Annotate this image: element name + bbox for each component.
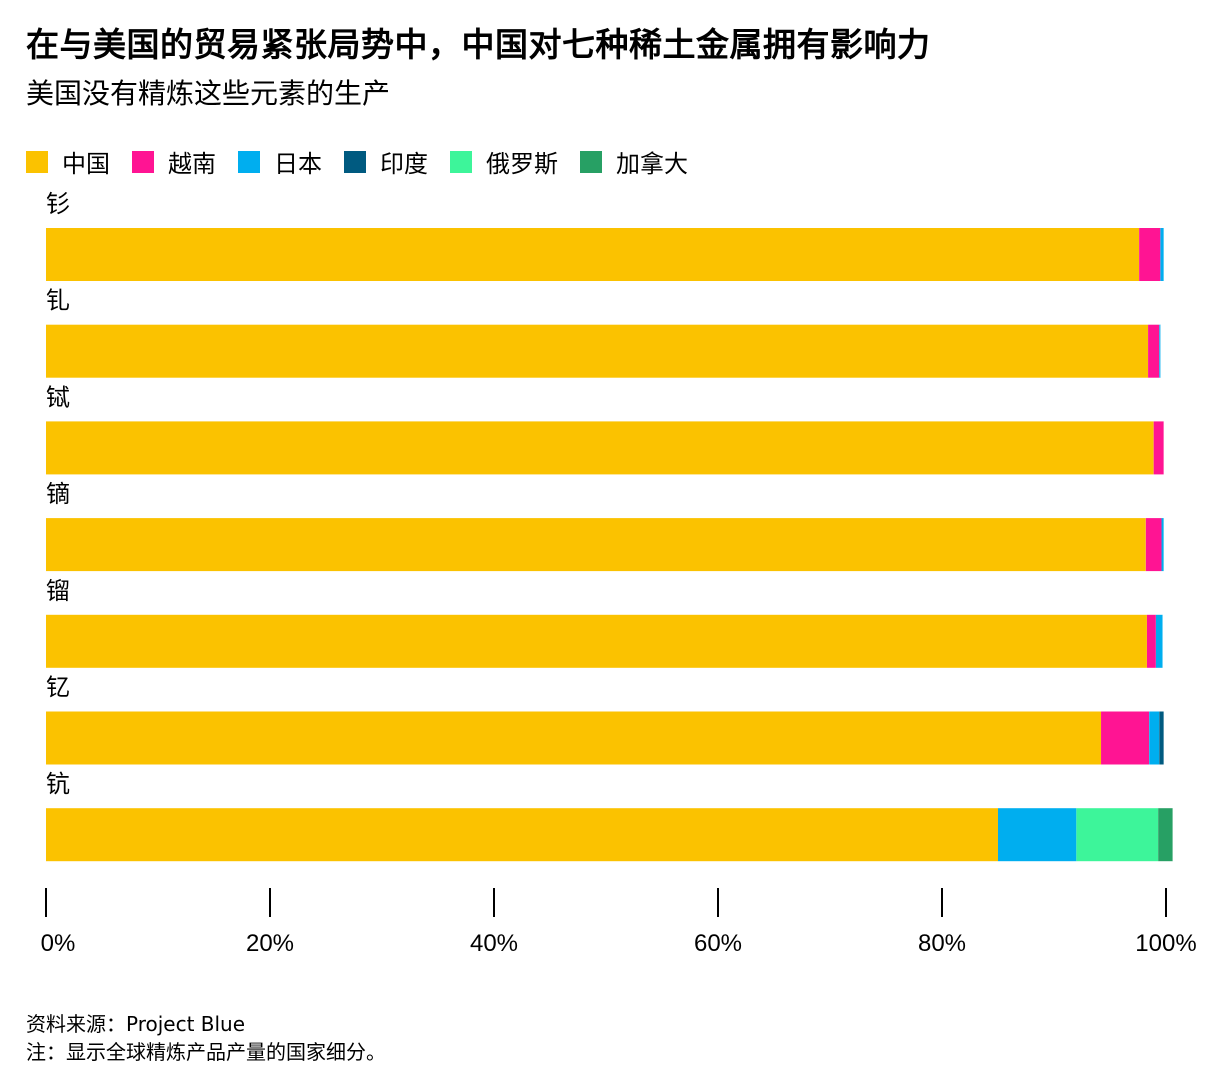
bar-segment xyxy=(1160,228,1164,281)
bar-segment xyxy=(1076,808,1159,862)
bar-separator xyxy=(1163,421,1167,475)
bar-segment xyxy=(46,421,1154,475)
legend-item: 日本 xyxy=(238,144,322,179)
bar-separator xyxy=(1163,711,1167,765)
legend-label: 中国 xyxy=(62,150,110,178)
category-label: 钆 xyxy=(46,287,70,315)
chart-title: 在与美国的贸易紧张局势中，中国对七种稀土金属拥有影响力 xyxy=(26,25,931,64)
category-label: 钐 xyxy=(46,190,70,218)
bar-separator xyxy=(1162,614,1166,668)
bar-segment xyxy=(1161,518,1164,572)
legend-label: 印度 xyxy=(380,150,428,178)
bar-segment xyxy=(1158,808,1173,862)
x-tick-label: 40% xyxy=(470,930,518,957)
legend-item: 印度 xyxy=(344,144,428,179)
x-tick-label: 20% xyxy=(246,930,294,957)
legend-swatch xyxy=(132,150,154,173)
legend-item: 中国 xyxy=(26,144,110,179)
source-note: 资料来源：Project Blue xyxy=(26,1012,246,1036)
legend-label: 日本 xyxy=(274,150,322,178)
legend-label: 加拿大 xyxy=(616,150,688,178)
legend: 中国 越南 日本 印度 俄罗斯 加拿大 xyxy=(26,144,710,179)
bar-segment xyxy=(46,614,1147,668)
legend-swatch xyxy=(26,150,48,173)
bar-separator xyxy=(1163,228,1167,281)
footnote: 注：显示全球精炼产品产量的国家细分。 xyxy=(26,1040,386,1064)
legend-swatch xyxy=(450,150,472,173)
bar-segment xyxy=(46,324,1149,378)
legend-swatch xyxy=(580,150,602,173)
bar-separator xyxy=(1163,518,1167,572)
bar-separator xyxy=(1160,324,1164,378)
bar-segment xyxy=(1159,324,1161,378)
x-tick-label: 0% xyxy=(41,930,76,957)
category-label: 钪 xyxy=(46,770,70,798)
bar-segment xyxy=(46,228,1140,281)
bar-segment xyxy=(1159,711,1164,765)
legend-swatch xyxy=(344,150,366,173)
bar-segment xyxy=(46,711,1102,765)
bar-segment xyxy=(1101,711,1150,765)
legend-swatch xyxy=(238,150,260,173)
legend-item: 加拿大 xyxy=(580,144,688,179)
category-label: 钇 xyxy=(46,674,70,702)
bar-segment xyxy=(1145,518,1162,572)
legend-item: 越南 xyxy=(132,144,216,179)
x-tick-label: 60% xyxy=(694,930,742,957)
bar-segment xyxy=(1155,614,1163,668)
bar-segment xyxy=(1153,421,1164,475)
bar-segment xyxy=(46,808,998,862)
category-label: 铽 xyxy=(46,383,70,411)
x-tick-label: 100% xyxy=(1135,930,1196,957)
chart-subtitle: 美国没有精炼这些元素的生产 xyxy=(26,77,391,110)
footer: 资料来源：Project Blue 注：显示全球精炼产品产量的国家细分。 xyxy=(26,1010,386,1066)
bar-segment xyxy=(1139,228,1161,281)
category-label: 镝 xyxy=(46,480,70,508)
x-tick-label: 80% xyxy=(918,930,966,957)
bar-segment xyxy=(1146,614,1156,668)
bar-segment xyxy=(46,518,1146,572)
legend-label: 俄罗斯 xyxy=(486,150,558,178)
bar-segment xyxy=(1149,711,1160,765)
legend-item: 俄罗斯 xyxy=(450,144,558,179)
bar-segment xyxy=(998,808,1077,862)
legend-label: 越南 xyxy=(168,150,216,178)
bar-separator xyxy=(1172,808,1176,862)
category-label: 镏 xyxy=(46,577,70,605)
bar-segment xyxy=(1148,324,1160,378)
